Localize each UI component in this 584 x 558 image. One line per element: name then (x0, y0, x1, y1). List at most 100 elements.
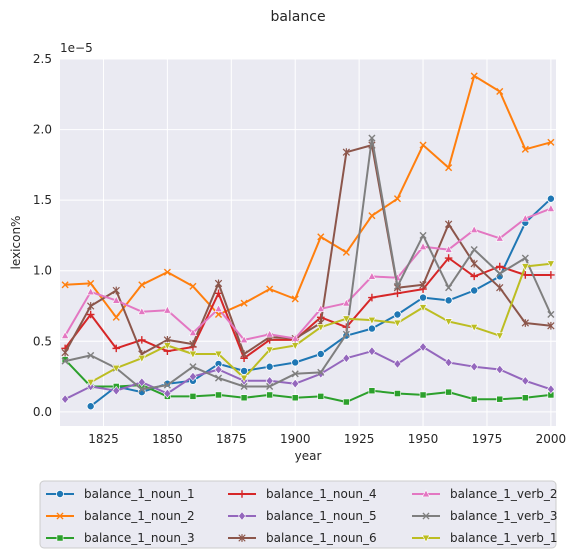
data-point (265, 346, 274, 355)
data-point (521, 145, 529, 153)
data-point (496, 269, 504, 278)
data-point (214, 350, 223, 359)
data-point (291, 342, 300, 351)
legend-label: balance_1_noun_6 (266, 531, 377, 545)
data-point (61, 281, 69, 289)
data-point (470, 361, 479, 372)
data-point (470, 259, 478, 268)
legend-label: balance_1_verb_3 (450, 509, 558, 523)
legend-label: balance_1_noun_2 (84, 509, 195, 523)
data-point (547, 271, 555, 279)
data-point (470, 246, 478, 254)
data-point (56, 512, 64, 520)
data-point (419, 293, 428, 302)
data-point (189, 340, 197, 349)
data-point (266, 382, 274, 391)
data-point (496, 87, 504, 96)
legend-label: balance_1_noun_5 (266, 509, 377, 523)
data-point (470, 272, 478, 281)
data-point (342, 315, 351, 324)
data-point (61, 331, 70, 339)
data-point (112, 286, 120, 295)
data-point (316, 350, 325, 359)
data-point (342, 298, 351, 307)
data-point (291, 295, 299, 303)
data-point (215, 391, 222, 399)
data-point (393, 319, 402, 328)
data-point (521, 319, 529, 327)
legend-item: balance_1_verb_3 (412, 509, 558, 523)
data-point (445, 164, 453, 172)
data-point (238, 511, 246, 521)
data-point (137, 307, 146, 315)
data-point (188, 350, 198, 359)
series-line (64, 359, 552, 403)
legend-item: balance_1_noun_1 (46, 487, 195, 501)
y-tick-label: 1.5 (33, 193, 52, 207)
y-tick-label: 0.5 (33, 334, 52, 348)
data-point (112, 344, 121, 353)
data-point (444, 244, 453, 253)
data-point (521, 394, 529, 402)
data-point (61, 394, 70, 404)
data-point (495, 262, 504, 271)
data-point (112, 385, 121, 396)
series-balance_1_noun_1 (86, 194, 555, 411)
data-point (214, 304, 223, 313)
data-point (418, 242, 428, 250)
data-point (342, 248, 350, 256)
data-point (444, 296, 453, 305)
data-point (546, 194, 555, 203)
data-point (56, 534, 64, 542)
data-point (240, 394, 248, 402)
series-balance_1_noun_2 (61, 72, 555, 321)
data-point (393, 359, 402, 369)
data-point (521, 254, 529, 262)
data-point (316, 304, 325, 313)
data-point (368, 387, 376, 395)
data-point (367, 271, 377, 280)
y-tick-label: 2.0 (33, 123, 52, 137)
data-point (138, 281, 146, 289)
data-point (496, 395, 504, 403)
data-point (86, 310, 95, 319)
data-point (239, 335, 249, 344)
legend-item: balance_1_verb_1 (412, 531, 558, 545)
data-point (86, 379, 95, 387)
data-point (189, 282, 197, 290)
data-point (214, 279, 223, 288)
data-point (342, 398, 350, 406)
data-point (444, 254, 453, 262)
data-point (87, 351, 95, 359)
data-point (419, 141, 427, 149)
data-point (444, 318, 453, 327)
data-point (61, 357, 69, 365)
legend-label: balance_1_noun_3 (84, 531, 195, 545)
data-point (138, 385, 146, 393)
data-point (495, 332, 504, 341)
data-point (418, 304, 428, 313)
data-point (317, 368, 325, 376)
data-point (419, 342, 428, 352)
series-line (64, 137, 552, 391)
data-point (266, 285, 274, 293)
y-tick-label: 1.0 (33, 264, 52, 278)
legend-box (39, 480, 557, 549)
x-axis-label: year (295, 449, 322, 463)
series-line (64, 346, 552, 401)
data-point (240, 382, 248, 391)
data-point (393, 310, 402, 319)
x-tick-label: 1825 (88, 432, 119, 446)
data-point (238, 490, 246, 498)
data-point (189, 392, 197, 400)
data-point (342, 148, 351, 157)
data-point (419, 280, 427, 289)
series-line (64, 257, 551, 360)
legend-item: balance_1_noun_2 (46, 509, 195, 523)
series-line (64, 207, 552, 341)
data-point (56, 489, 65, 498)
data-point (495, 364, 504, 375)
data-point (240, 350, 248, 358)
data-point (239, 374, 249, 383)
